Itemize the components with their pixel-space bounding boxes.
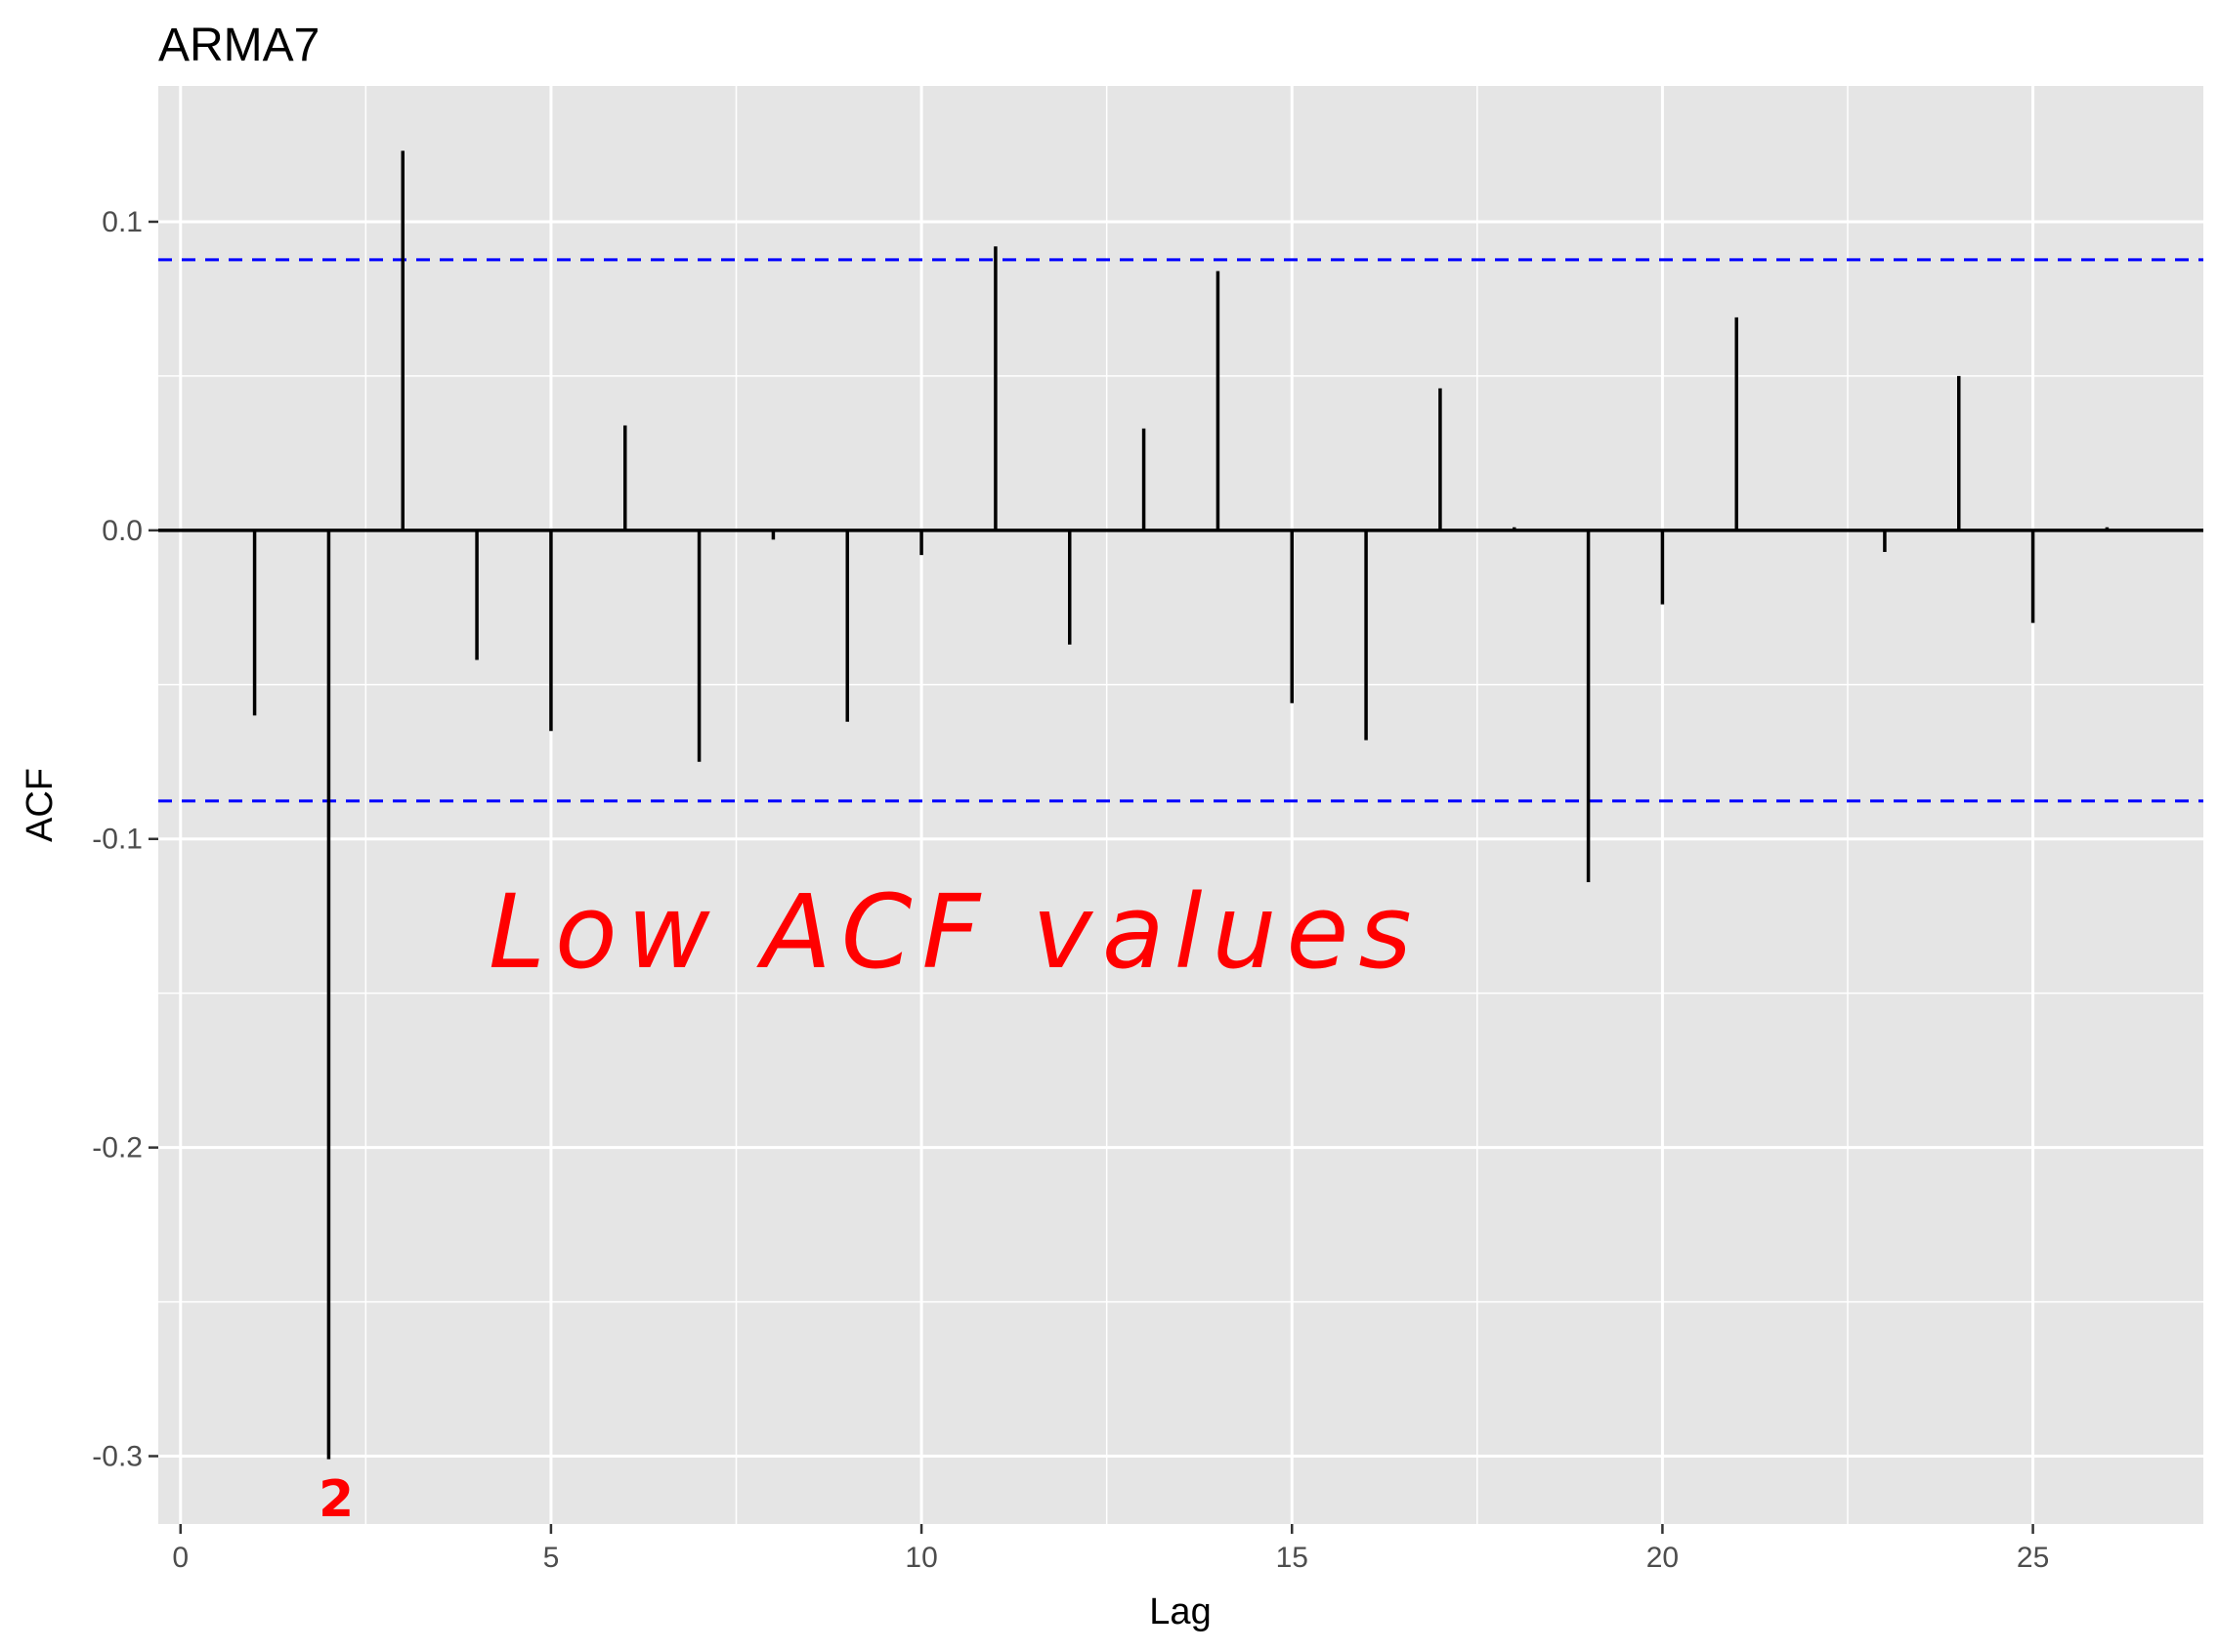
- chart-title: ARMA7: [158, 20, 320, 71]
- x-axis-label: Lag: [1149, 1591, 1211, 1632]
- x-axis-ticks: 0 5 10 15 20 25: [172, 1524, 2049, 1574]
- y-tick-label: 0.1: [102, 206, 143, 238]
- y-tick-label: -0.1: [92, 824, 143, 856]
- y-tick-label: -0.2: [92, 1132, 143, 1165]
- annotation-note: Low ACF values: [489, 872, 1422, 992]
- x-tick-label: 0: [172, 1542, 189, 1574]
- y-axis-label: ACF: [20, 768, 61, 842]
- confidence-bounds: [158, 258, 2203, 803]
- y-axis-ticks: -0.3 -0.2 -0.1 0.0 0.1: [92, 206, 158, 1473]
- x-tick-label: 15: [1276, 1542, 1308, 1574]
- x-tick-label: 10: [905, 1542, 937, 1574]
- plot-panel: [158, 86, 2203, 1524]
- y-tick-label: 0.0: [102, 515, 143, 547]
- x-tick-label: 20: [1646, 1542, 1679, 1574]
- minor-gridlines: [158, 86, 2203, 1524]
- y-tick-label: -0.3: [92, 1441, 143, 1473]
- acf-bars: [158, 150, 2203, 1460]
- x-tick-label: 5: [543, 1542, 560, 1574]
- annotation-lag-mark: 2: [319, 1470, 354, 1529]
- x-tick-label: 25: [2017, 1542, 2049, 1574]
